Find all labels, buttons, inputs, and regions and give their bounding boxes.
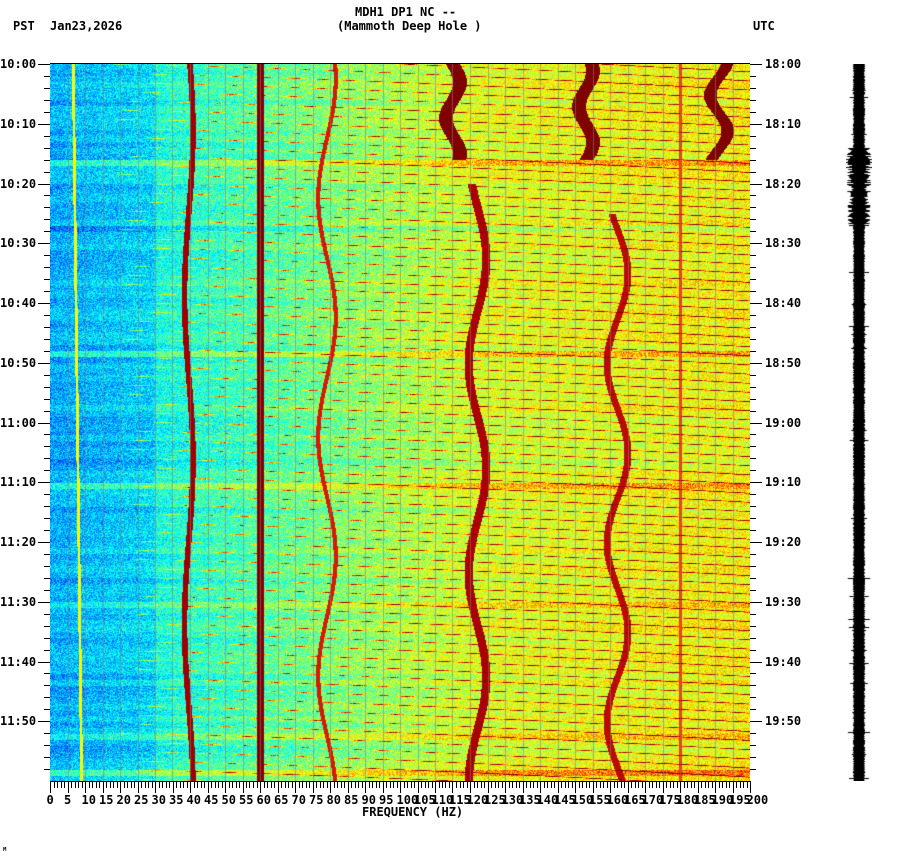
time-tick-left: 11:40 xyxy=(0,654,37,669)
freq-tick: 125 xyxy=(484,793,506,807)
freq-tick: 115 xyxy=(449,793,471,807)
freq-tick: 190 xyxy=(711,793,734,807)
time-tick-left: 10:10 xyxy=(0,116,37,131)
freq-tick: 80 xyxy=(326,793,341,807)
freq-tick: 195 xyxy=(729,793,751,807)
freq-tick: 45 xyxy=(204,793,219,807)
freq-tick: 10 xyxy=(81,793,96,807)
freq-tick: 155 xyxy=(589,793,611,807)
freq-tick: 90 xyxy=(361,793,376,807)
freq-tick: 20 xyxy=(116,793,131,807)
freq-tick: 15 xyxy=(99,793,114,807)
local-timezone: PST xyxy=(13,19,35,33)
station-title: MDH1 DP1 NC -- xyxy=(355,5,457,19)
time-tick-left: 10:00 xyxy=(0,57,37,71)
freq-tick: 85 xyxy=(344,793,359,807)
time-tick-left: 11:10 xyxy=(0,475,37,490)
freq-tick: 135 xyxy=(519,793,541,807)
freq-tick: 70 xyxy=(291,793,306,807)
time-tick-right: 18:20 xyxy=(765,176,802,191)
freq-tick: 75 xyxy=(309,793,324,807)
time-tick-left: 11:00 xyxy=(0,415,37,430)
freq-tick: 40 xyxy=(186,793,201,807)
freq-tick: 95 xyxy=(379,793,394,807)
footer-mark: ᴹ xyxy=(2,847,8,857)
freq-tick: 100 xyxy=(396,793,419,807)
time-tick-right: 18:00 xyxy=(765,57,802,71)
freq-tick: 170 xyxy=(641,793,664,807)
freq-tick: 145 xyxy=(554,793,576,807)
freq-tick: 140 xyxy=(536,793,559,807)
time-tick-right: 19:50 xyxy=(765,714,802,729)
station-name: (Mammoth Deep Hole ) xyxy=(337,19,482,33)
freq-tick: 25 xyxy=(134,793,149,807)
time-tick-left: 11:20 xyxy=(0,535,37,549)
time-tick-left: 10:40 xyxy=(0,296,37,310)
freq-tick: 65 xyxy=(274,793,289,807)
time-tick-right: 19:00 xyxy=(765,415,802,430)
freq-tick: 120 xyxy=(466,793,489,807)
time-tick-left: 11:30 xyxy=(0,594,37,609)
freq-tick: 200 xyxy=(746,793,769,807)
time-tick-right: 19:30 xyxy=(765,594,802,609)
freq-tick: 110 xyxy=(431,793,454,807)
freq-tick: 35 xyxy=(169,793,184,807)
freq-tick: 185 xyxy=(694,793,716,807)
freq-tick: 105 xyxy=(414,793,436,807)
time-tick-right: 19:10 xyxy=(765,475,802,490)
freq-tick: 150 xyxy=(571,793,594,807)
freq-tick: 30 xyxy=(151,793,166,807)
time-tick-right: 19:20 xyxy=(765,535,802,549)
x-axis-label: FREQUENCY (HZ) xyxy=(362,805,464,819)
seismogram-trace xyxy=(846,64,872,781)
time-tick-right: 19:40 xyxy=(765,654,802,669)
time-tick-right: 18:10 xyxy=(765,116,802,131)
time-tick-right: 18:30 xyxy=(765,236,802,251)
freq-tick: 160 xyxy=(606,793,629,807)
date-label: Jan23,2026 xyxy=(50,19,123,33)
freq-tick: 165 xyxy=(624,793,646,807)
time-tick-left: 10:30 xyxy=(0,236,37,251)
freq-tick: 55 xyxy=(239,793,254,807)
freq-tick: 5 xyxy=(64,793,72,807)
freq-tick: 0 xyxy=(46,793,54,807)
freq-tick: 50 xyxy=(221,793,236,807)
time-tick-right: 18:40 xyxy=(765,296,802,310)
time-tick-left: 11:50 xyxy=(0,714,37,729)
spectrogram xyxy=(50,64,750,781)
freq-tick: 180 xyxy=(676,793,699,807)
time-tick-left: 10:20 xyxy=(0,176,37,191)
utc-timezone: UTC xyxy=(753,19,775,33)
time-tick-left: 10:50 xyxy=(0,355,37,370)
freq-tick: 60 xyxy=(256,793,271,807)
freq-tick: 175 xyxy=(659,793,681,807)
time-tick-right: 18:50 xyxy=(765,355,802,370)
freq-tick: 130 xyxy=(501,793,524,807)
